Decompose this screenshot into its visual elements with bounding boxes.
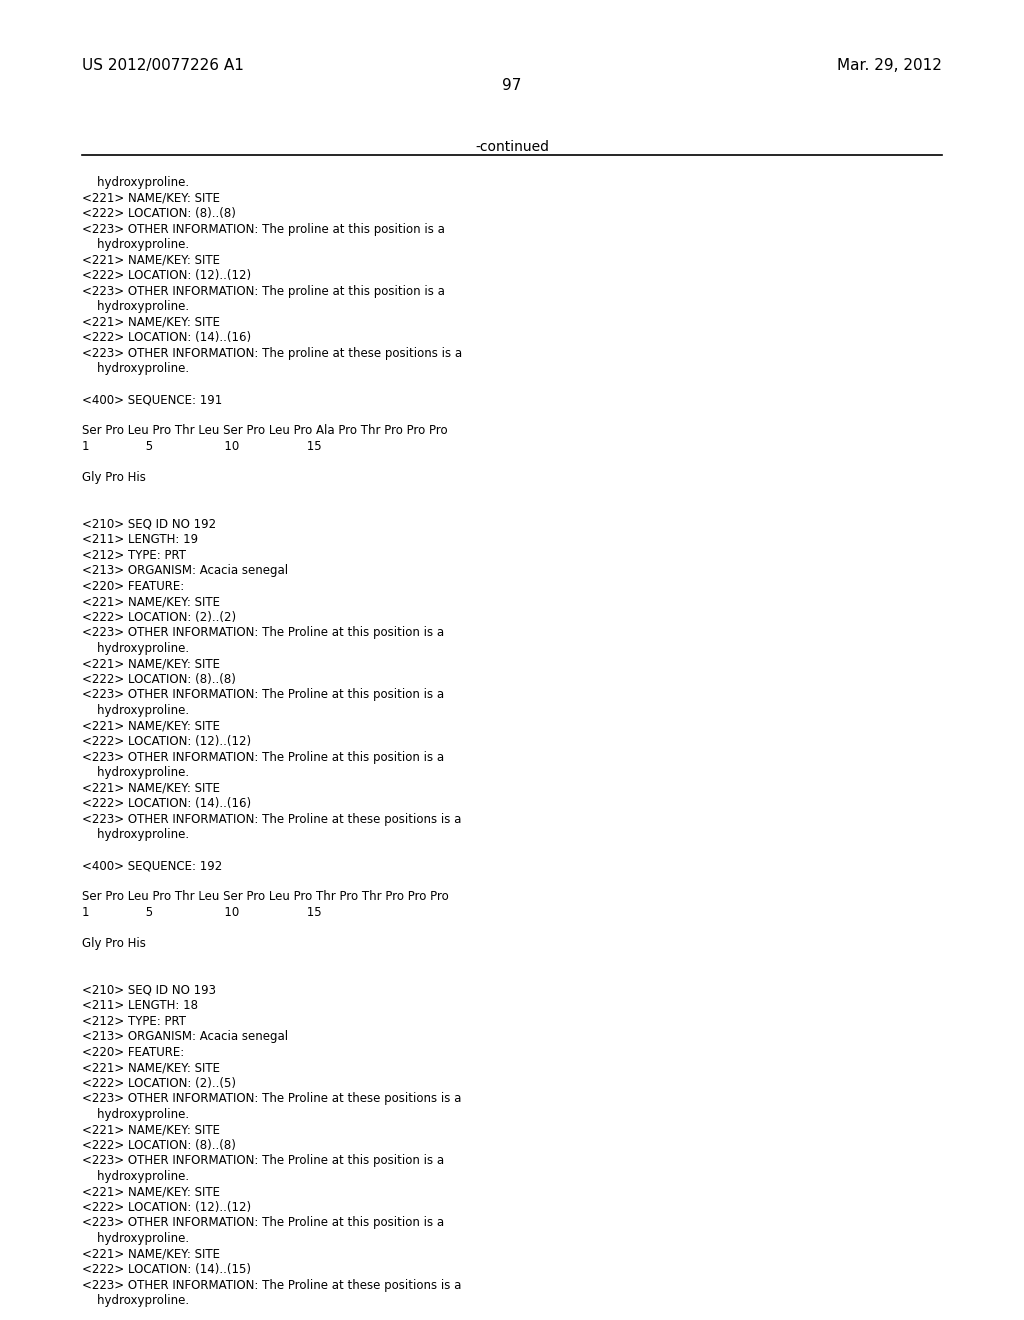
Text: hydroxyproline.: hydroxyproline. <box>82 1232 189 1245</box>
Text: <212> TYPE: PRT: <212> TYPE: PRT <box>82 1015 186 1027</box>
Text: <222> LOCATION: (12)..(12): <222> LOCATION: (12)..(12) <box>82 735 251 748</box>
Text: hydroxyproline.: hydroxyproline. <box>82 1170 189 1183</box>
Text: <221> NAME/KEY: SITE: <221> NAME/KEY: SITE <box>82 253 220 267</box>
Text: <222> LOCATION: (14)..(16): <222> LOCATION: (14)..(16) <box>82 331 251 345</box>
Text: Gly Pro His: Gly Pro His <box>82 937 145 950</box>
Text: <222> LOCATION: (2)..(2): <222> LOCATION: (2)..(2) <box>82 611 237 624</box>
Text: Ser Pro Leu Pro Thr Leu Ser Pro Leu Pro Thr Pro Thr Pro Pro Pro: Ser Pro Leu Pro Thr Leu Ser Pro Leu Pro … <box>82 890 449 903</box>
Text: <223> OTHER INFORMATION: The Proline at this position is a: <223> OTHER INFORMATION: The Proline at … <box>82 1154 444 1167</box>
Text: 1               5                   10                  15: 1 5 10 15 <box>82 906 322 919</box>
Text: <221> NAME/KEY: SITE: <221> NAME/KEY: SITE <box>82 315 220 329</box>
Text: <223> OTHER INFORMATION: The Proline at these positions is a: <223> OTHER INFORMATION: The Proline at … <box>82 1279 461 1291</box>
Text: <223> OTHER INFORMATION: The proline at this position is a: <223> OTHER INFORMATION: The proline at … <box>82 223 444 235</box>
Text: 97: 97 <box>503 78 521 92</box>
Text: <223> OTHER INFORMATION: The Proline at this position is a: <223> OTHER INFORMATION: The Proline at … <box>82 626 444 639</box>
Text: hydroxyproline.: hydroxyproline. <box>82 766 189 779</box>
Text: <221> NAME/KEY: SITE: <221> NAME/KEY: SITE <box>82 657 220 671</box>
Text: <222> LOCATION: (8)..(8): <222> LOCATION: (8)..(8) <box>82 207 236 220</box>
Text: hydroxyproline.: hydroxyproline. <box>82 238 189 251</box>
Text: <221> NAME/KEY: SITE: <221> NAME/KEY: SITE <box>82 1061 220 1074</box>
Text: <223> OTHER INFORMATION: The Proline at these positions is a: <223> OTHER INFORMATION: The Proline at … <box>82 813 461 826</box>
Text: <221> NAME/KEY: SITE: <221> NAME/KEY: SITE <box>82 595 220 609</box>
Text: <221> NAME/KEY: SITE: <221> NAME/KEY: SITE <box>82 1247 220 1261</box>
Text: <223> OTHER INFORMATION: The proline at this position is a: <223> OTHER INFORMATION: The proline at … <box>82 285 444 297</box>
Text: hydroxyproline.: hydroxyproline. <box>82 300 189 313</box>
Text: <211> LENGTH: 19: <211> LENGTH: 19 <box>82 533 198 546</box>
Text: <222> LOCATION: (12)..(12): <222> LOCATION: (12)..(12) <box>82 1201 251 1214</box>
Text: <400> SEQUENCE: 192: <400> SEQUENCE: 192 <box>82 859 222 873</box>
Text: <221> NAME/KEY: SITE: <221> NAME/KEY: SITE <box>82 719 220 733</box>
Text: US 2012/0077226 A1: US 2012/0077226 A1 <box>82 58 244 73</box>
Text: Gly Pro His: Gly Pro His <box>82 471 145 484</box>
Text: <222> LOCATION: (8)..(8): <222> LOCATION: (8)..(8) <box>82 673 236 686</box>
Text: <220> FEATURE:: <220> FEATURE: <box>82 579 184 593</box>
Text: hydroxyproline.: hydroxyproline. <box>82 828 189 841</box>
Text: <400> SEQUENCE: 191: <400> SEQUENCE: 191 <box>82 393 222 407</box>
Text: -continued: -continued <box>475 140 549 153</box>
Text: <223> OTHER INFORMATION: The Proline at these positions is a: <223> OTHER INFORMATION: The Proline at … <box>82 1092 461 1105</box>
Text: <222> LOCATION: (12)..(12): <222> LOCATION: (12)..(12) <box>82 269 251 282</box>
Text: <222> LOCATION: (14)..(16): <222> LOCATION: (14)..(16) <box>82 797 251 810</box>
Text: hydroxyproline.: hydroxyproline. <box>82 1107 189 1121</box>
Text: <223> OTHER INFORMATION: The proline at these positions is a: <223> OTHER INFORMATION: The proline at … <box>82 347 462 360</box>
Text: <220> FEATURE:: <220> FEATURE: <box>82 1045 184 1059</box>
Text: hydroxyproline.: hydroxyproline. <box>82 704 189 717</box>
Text: <223> OTHER INFORMATION: The Proline at this position is a: <223> OTHER INFORMATION: The Proline at … <box>82 751 444 763</box>
Text: hydroxyproline.: hydroxyproline. <box>82 362 189 375</box>
Text: 1               5                   10                  15: 1 5 10 15 <box>82 440 322 453</box>
Text: Mar. 29, 2012: Mar. 29, 2012 <box>838 58 942 73</box>
Text: Ser Pro Leu Pro Thr Leu Ser Pro Leu Pro Ala Pro Thr Pro Pro Pro: Ser Pro Leu Pro Thr Leu Ser Pro Leu Pro … <box>82 425 447 437</box>
Text: <213> ORGANISM: Acacia senegal: <213> ORGANISM: Acacia senegal <box>82 1030 288 1043</box>
Text: <222> LOCATION: (2)..(5): <222> LOCATION: (2)..(5) <box>82 1077 236 1090</box>
Text: <221> NAME/KEY: SITE: <221> NAME/KEY: SITE <box>82 1123 220 1137</box>
Text: hydroxyproline.: hydroxyproline. <box>82 1294 189 1307</box>
Text: <221> NAME/KEY: SITE: <221> NAME/KEY: SITE <box>82 1185 220 1199</box>
Text: <221> NAME/KEY: SITE: <221> NAME/KEY: SITE <box>82 781 220 795</box>
Text: <222> LOCATION: (8)..(8): <222> LOCATION: (8)..(8) <box>82 1139 236 1152</box>
Text: <212> TYPE: PRT: <212> TYPE: PRT <box>82 549 186 561</box>
Text: <222> LOCATION: (14)..(15): <222> LOCATION: (14)..(15) <box>82 1263 251 1276</box>
Text: <221> NAME/KEY: SITE: <221> NAME/KEY: SITE <box>82 191 220 205</box>
Text: hydroxyproline.: hydroxyproline. <box>82 176 189 189</box>
Text: hydroxyproline.: hydroxyproline. <box>82 642 189 655</box>
Text: <211> LENGTH: 18: <211> LENGTH: 18 <box>82 999 198 1012</box>
Text: <213> ORGANISM: Acacia senegal: <213> ORGANISM: Acacia senegal <box>82 564 288 577</box>
Text: <223> OTHER INFORMATION: The Proline at this position is a: <223> OTHER INFORMATION: The Proline at … <box>82 1217 444 1229</box>
Text: <210> SEQ ID NO 192: <210> SEQ ID NO 192 <box>82 517 216 531</box>
Text: <210> SEQ ID NO 193: <210> SEQ ID NO 193 <box>82 983 216 997</box>
Text: <223> OTHER INFORMATION: The Proline at this position is a: <223> OTHER INFORMATION: The Proline at … <box>82 689 444 701</box>
